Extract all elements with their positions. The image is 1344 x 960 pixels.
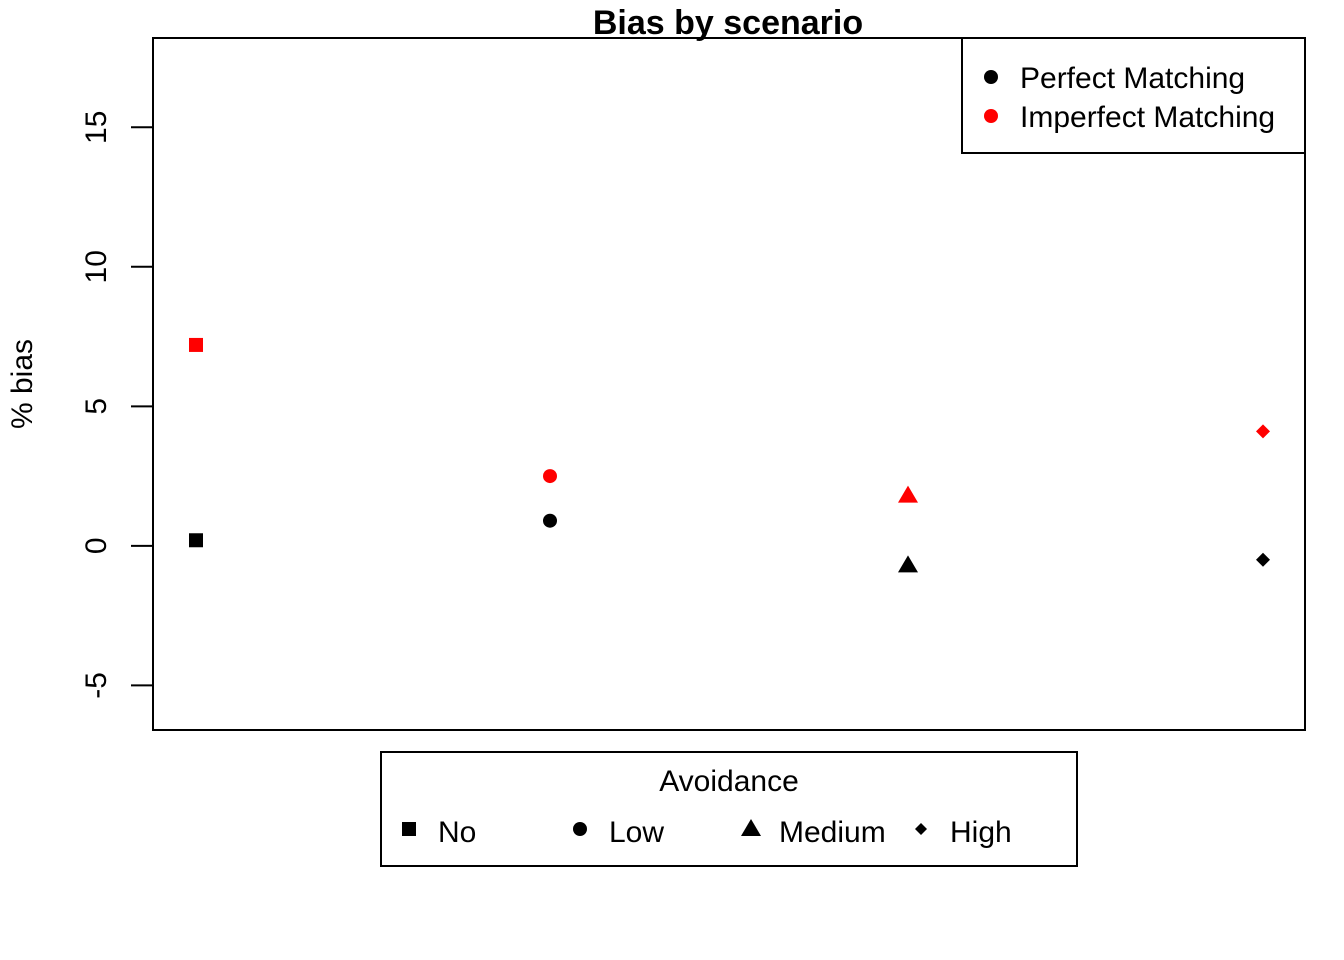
- y-tick-label: -5: [80, 672, 113, 699]
- y-axis: -5 0 5 10 15: [80, 111, 154, 699]
- point-imperfect-matching-no: [189, 337, 203, 352]
- avoidance-legend-label-medium: Medium: [779, 816, 886, 849]
- y-tick-label: 15: [80, 111, 113, 144]
- point-imperfect-matching-low: [543, 469, 557, 484]
- legend-label-imperfect-matching: Imperfect Matching: [1020, 101, 1275, 134]
- legend-marker-imperfect-matching: [984, 109, 998, 123]
- diamond-icon: [915, 823, 927, 835]
- series-legend: Perfect Matching Imperfect Matching: [961, 37, 1306, 154]
- avoidance-legend-label-low: Low: [609, 816, 664, 849]
- series-legend-box: [961, 37, 1306, 154]
- circle-icon: [573, 822, 587, 836]
- point-imperfect-matching-medium: [898, 485, 918, 503]
- avoidance-legend: Avoidance No Low Medium High: [380, 751, 1078, 867]
- point-imperfect-matching-high: [1256, 424, 1270, 439]
- avoidance-legend-label-high: High: [950, 816, 1012, 849]
- point-perfect-matching-low: [543, 513, 557, 528]
- y-tick-label: 0: [80, 537, 113, 554]
- legend-label-perfect-matching: Perfect Matching: [1020, 62, 1245, 95]
- y-tick-label: 5: [80, 398, 113, 415]
- y-tick-label: 10: [80, 250, 113, 283]
- legend-marker-perfect-matching: [984, 70, 998, 84]
- avoidance-legend-label-no: No: [438, 816, 476, 849]
- point-perfect-matching-high: [1256, 552, 1270, 567]
- avoidance-legend-title: Avoidance: [659, 765, 799, 798]
- triangle-icon: [741, 819, 761, 836]
- y-axis-label: % bias: [6, 339, 39, 429]
- point-perfect-matching-no: [189, 533, 203, 548]
- avoidance-legend-box: [380, 751, 1078, 867]
- point-perfect-matching-medium: [898, 555, 918, 573]
- square-icon: [402, 822, 416, 836]
- data-points: [189, 337, 1270, 573]
- chart-title: Bias by scenario: [593, 4, 863, 42]
